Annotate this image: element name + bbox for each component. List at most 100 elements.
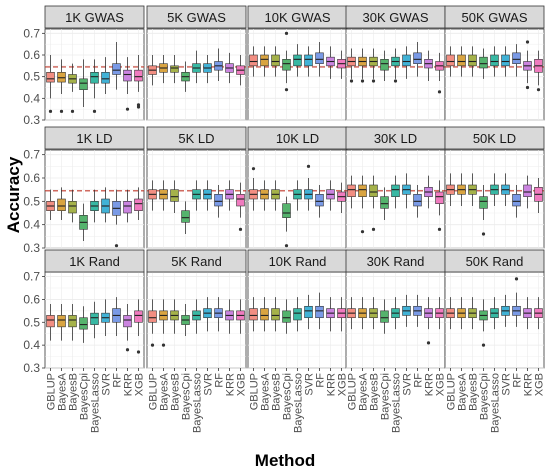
box-bayesb [68, 63, 77, 113]
box-bayesb [271, 46, 280, 77]
box-body [369, 184, 378, 197]
box-gblup [446, 297, 455, 330]
box-bayeslasso [490, 173, 499, 206]
box-body [148, 310, 157, 323]
box-body [249, 54, 258, 67]
box-bayescpi [380, 299, 389, 334]
box-gblup [347, 297, 356, 330]
outlier-point [92, 109, 97, 113]
box-svr [402, 173, 411, 209]
box-bayescpi [380, 187, 389, 220]
box-xgb [435, 297, 444, 330]
box-body [413, 194, 422, 207]
box-body [315, 305, 324, 319]
box-bayeslasso [391, 175, 400, 209]
y-tick-label: 0.3 [23, 241, 40, 255]
box-body [79, 78, 88, 90]
box-bayesa [57, 304, 66, 341]
panel-title: 1K GWAS [65, 10, 124, 25]
y-tick-label: 0.4 [23, 91, 40, 105]
outlier-point [251, 167, 256, 171]
x-tick-label: KRR [424, 373, 436, 396]
outlier-point [284, 88, 289, 92]
outlier-point [371, 79, 376, 83]
panel-title: 50K LD [473, 131, 516, 146]
box-body [358, 184, 367, 197]
box-bayescpi [282, 31, 291, 92]
box-bayeslasso [391, 48, 400, 83]
outlier-point [437, 227, 442, 231]
box-svr [402, 46, 411, 79]
box-bayescpi [479, 299, 488, 347]
y-tick-label: 0.7 [23, 270, 40, 284]
panel: 5K Rand [146, 249, 247, 369]
box-body [260, 308, 269, 321]
box-body [315, 194, 324, 207]
box-gblup [446, 173, 455, 206]
panel-strip [44, 5, 145, 29]
box-rf [214, 297, 223, 332]
box-bayesa [457, 173, 466, 206]
box-bayeslasso [90, 59, 99, 113]
box-bayesa [260, 180, 269, 211]
box-bayescpi [479, 185, 488, 236]
panel: 30K GWAS [345, 5, 446, 121]
outlier-point [48, 109, 53, 113]
x-tick-label: GBLUP [446, 373, 458, 410]
box-body [57, 315, 66, 328]
box-body [490, 54, 499, 67]
outlier-point [360, 79, 365, 83]
box-rf [214, 185, 223, 218]
box-gblup [249, 46, 258, 77]
box-rf [315, 185, 324, 218]
panel: 50K GWAS [444, 5, 545, 121]
box-body [282, 59, 291, 71]
panel-strip [444, 5, 545, 29]
y-tick-label: 0.5 [23, 70, 40, 84]
panel: 10K Rand [247, 249, 348, 369]
y-tick-label: 0.3 [23, 113, 40, 127]
box-body [347, 184, 356, 197]
box-rf [315, 292, 324, 330]
box-rf [112, 42, 121, 90]
x-tick-label: KRR [225, 373, 237, 396]
box-xgb [337, 297, 346, 332]
box-bayeslasso [90, 301, 99, 339]
x-tick-label: GBLUP [347, 373, 359, 410]
box-xgb [337, 182, 346, 213]
box-bayeslasso [490, 46, 499, 77]
outlier-point [371, 227, 376, 231]
panel: 1K Rand [44, 249, 145, 369]
box-bayesa [159, 180, 168, 211]
outlier-point [150, 343, 155, 347]
panel: 10K LD [247, 126, 348, 249]
box-svr [101, 299, 110, 336]
x-tick-label: BayesB [369, 373, 381, 411]
box-bayescpi [380, 50, 389, 81]
box-rf [315, 42, 324, 77]
box-body [512, 52, 521, 64]
outlier-point [306, 164, 311, 168]
x-tick-label: XGB [435, 373, 447, 396]
x-tick-label: BayesLasso [90, 373, 102, 433]
panel-strip [146, 5, 247, 29]
x-tick-label: RF [413, 373, 425, 388]
box-body [402, 54, 411, 67]
box-body [271, 54, 280, 67]
x-tick-label: BayesCpi [282, 373, 294, 420]
box-body [479, 196, 488, 209]
box-body [46, 72, 55, 83]
outlier-point [125, 348, 130, 352]
x-tick-label: BayesLasso [192, 373, 204, 433]
outlier-point [136, 350, 141, 354]
x-tick-label: RF [315, 373, 327, 388]
box-bayesa [159, 55, 168, 84]
panel-title: 5K GWAS [167, 10, 226, 25]
box-xgb [435, 180, 444, 231]
outlier-point [161, 343, 166, 347]
box-svr [101, 57, 110, 94]
box-bayesa [260, 46, 269, 77]
panel-title: 1K Rand [69, 254, 120, 269]
box-xgb [236, 182, 245, 231]
